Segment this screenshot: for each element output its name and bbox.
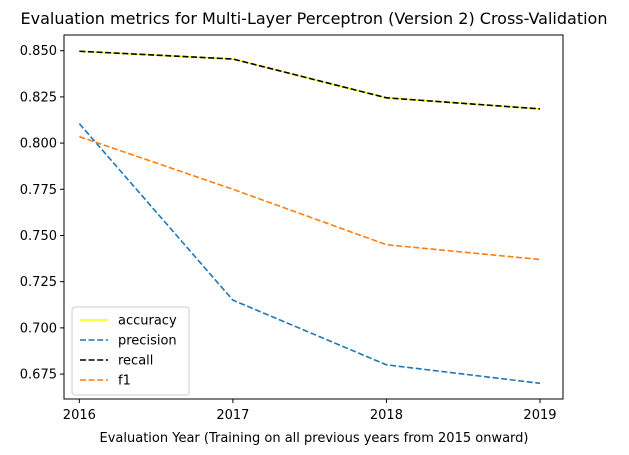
plot-frame	[63, 34, 564, 400]
legend-label-f1: f1	[118, 374, 131, 389]
series-line-f1	[79, 135, 541, 261]
y-tick-label: 0.825	[20, 90, 57, 105]
x-tick-label: 2019	[523, 408, 556, 423]
y-axis: 0.675 0.700 0.725 0.750 0.775 0.800 0.825 0.850	[20, 44, 64, 383]
legend-label-precision: precision	[118, 334, 177, 349]
y-tick-label: 0.850	[20, 44, 57, 59]
legend-box	[71, 306, 190, 396]
series-layer	[78, 50, 541, 385]
y-tick-label: 0.750	[20, 229, 57, 244]
x-tick-label: 2017	[216, 408, 249, 423]
x-axis-label: Evaluation Year (Training on all previou…	[100, 431, 529, 446]
y-tick-label: 0.675	[20, 368, 57, 383]
x-axis: 2016 2017 2018 2019	[63, 399, 557, 423]
series-line-recall	[79, 50, 541, 110]
chart-title: Evaluation metrics for Multi-Layer Perce…	[21, 9, 608, 28]
y-tick-label: 0.775	[20, 183, 57, 198]
x-tick-label: 2018	[370, 408, 403, 423]
x-tick-label: 2016	[63, 408, 96, 423]
y-tick-label: 0.725	[20, 275, 57, 290]
y-tick-label: 0.800	[20, 137, 57, 152]
legend-label-recall: recall	[118, 354, 153, 369]
series-line-precision	[78, 123, 541, 385]
legend: accuracy precision recall f1	[71, 306, 190, 396]
legend-label-accuracy: accuracy	[118, 314, 177, 329]
y-tick-label: 0.700	[20, 321, 57, 336]
